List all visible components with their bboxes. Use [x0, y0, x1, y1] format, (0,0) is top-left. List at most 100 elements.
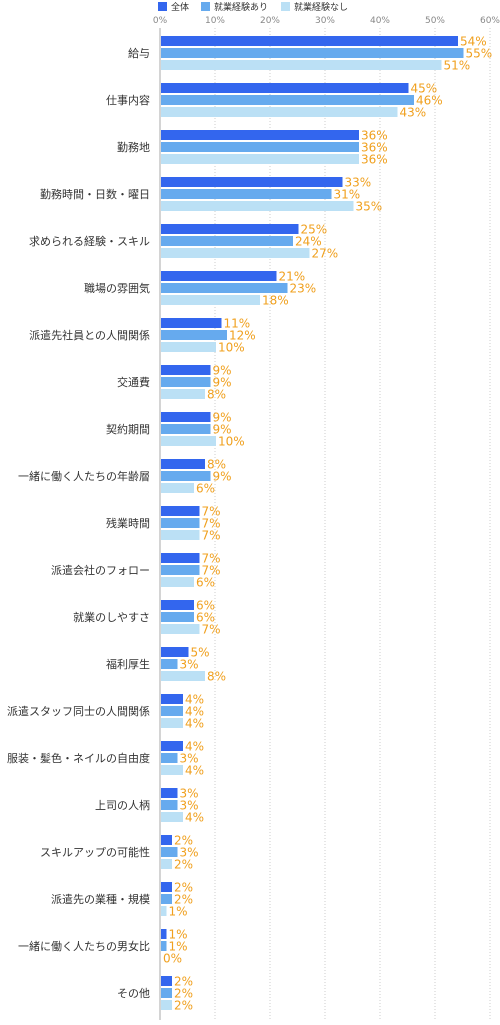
- value-label-2: 8%: [207, 670, 226, 684]
- value-label-1: 9%: [213, 376, 232, 390]
- bar-1: [161, 753, 178, 763]
- bar-1: [161, 330, 227, 340]
- x-tick-label: 20%: [260, 16, 280, 26]
- category-labels: 給与仕事内容勤務地勤務時間・日数・曜日求められる経験・スキル職場の雰囲気派遣先社…: [7, 46, 150, 1000]
- legend: 全体 就業経験あり 就業経験なし: [158, 1, 348, 13]
- value-label-1: 23%: [290, 282, 317, 296]
- category-label: 求められる経験・スキル: [29, 234, 150, 248]
- value-label-0: 25%: [301, 223, 328, 237]
- value-label-2: 10%: [218, 435, 245, 449]
- value-label-0: 11%: [224, 317, 251, 331]
- value-label-1: 4%: [185, 705, 204, 719]
- value-label-0: 1%: [169, 928, 188, 942]
- bar-2: [161, 718, 183, 728]
- category-label: 派遣スタッフ同士の人間関係: [7, 704, 150, 718]
- value-label-0: 5%: [191, 646, 210, 660]
- value-label-2: 2%: [174, 999, 193, 1013]
- category-label: 派遣先社員との人間関係: [29, 328, 150, 342]
- value-label-1: 3%: [180, 799, 199, 813]
- category-label: 勤務地: [117, 140, 150, 154]
- bar-2: [161, 483, 194, 493]
- category-label: 契約期間: [106, 422, 150, 436]
- category-label: 上司の人柄: [95, 799, 150, 812]
- bar-1: [161, 189, 332, 199]
- value-label-0: 7%: [202, 505, 221, 519]
- value-label-0: 6%: [196, 599, 215, 613]
- bar-1: [161, 377, 211, 387]
- value-label-0: 4%: [185, 740, 204, 754]
- bar-0: [161, 130, 359, 140]
- value-label-1: 7%: [202, 564, 221, 578]
- bar-0: [161, 83, 409, 93]
- bar-2: [161, 577, 194, 587]
- value-label-0: 9%: [213, 411, 232, 425]
- value-label-1: 31%: [334, 188, 361, 202]
- bar-2: [161, 201, 354, 211]
- x-tick-label: 50%: [425, 16, 445, 26]
- value-label-2: 27%: [312, 247, 339, 261]
- value-label-1: 12%: [229, 329, 256, 343]
- bar-0: [161, 694, 183, 704]
- bar-0: [161, 506, 200, 516]
- bar-2: [161, 765, 183, 775]
- bar-1: [161, 612, 194, 622]
- bar-0: [161, 459, 205, 469]
- category-label: 職場の雰囲気: [84, 281, 150, 295]
- bars: 54%55%51%45%46%43%36%36%36%33%31%35%25%2…: [161, 35, 492, 1013]
- bar-1: [161, 706, 183, 716]
- bar-1: [161, 236, 293, 246]
- category-label: その他: [117, 987, 150, 1000]
- category-label: 一緒に働く人たちの男女比: [18, 939, 150, 953]
- bar-1: [161, 659, 178, 669]
- value-label-0: 8%: [207, 458, 226, 472]
- value-label-2: 10%: [218, 341, 245, 355]
- bar-2: [161, 107, 398, 117]
- value-label-0: 45%: [411, 82, 438, 96]
- bar-0: [161, 365, 211, 375]
- legend-swatch-2: [281, 2, 290, 11]
- category-label: 派遣先の業種・規模: [51, 892, 150, 906]
- value-label-2: 4%: [185, 764, 204, 778]
- value-label-2: 6%: [196, 576, 215, 590]
- value-label-2: 51%: [444, 59, 471, 73]
- x-tick-label: 10%: [205, 16, 225, 26]
- bar-0: [161, 929, 167, 939]
- bar-1: [161, 518, 200, 528]
- bar-1: [161, 95, 414, 105]
- value-label-2: 1%: [169, 905, 188, 919]
- value-label-1: 2%: [174, 893, 193, 907]
- value-label-1: 55%: [466, 47, 493, 61]
- bar-0: [161, 318, 222, 328]
- bar-2: [161, 530, 200, 540]
- legend-label-0: 全体: [171, 1, 189, 13]
- legend-swatch-0: [158, 2, 167, 11]
- value-label-2: 4%: [185, 717, 204, 731]
- bar-0: [161, 741, 183, 751]
- bar-1: [161, 471, 211, 481]
- bar-0: [161, 553, 200, 563]
- bar-1: [161, 847, 178, 857]
- x-tick-label: 30%: [315, 16, 335, 26]
- x-tick-label: 40%: [370, 16, 390, 26]
- value-label-2: 36%: [361, 153, 388, 167]
- bar-2: [161, 154, 359, 164]
- value-label-0: 7%: [202, 552, 221, 566]
- value-label-2: 8%: [207, 388, 226, 402]
- value-label-0: 3%: [180, 787, 199, 801]
- bar-0: [161, 835, 172, 845]
- value-label-2: 35%: [356, 200, 383, 214]
- bar-0: [161, 412, 211, 422]
- bar-2: [161, 906, 167, 916]
- bar-0: [161, 224, 299, 234]
- value-label-0: 2%: [174, 975, 193, 989]
- category-label: 福利厚生: [106, 657, 150, 671]
- bar-2: [161, 671, 205, 681]
- value-label-1: 24%: [295, 235, 322, 249]
- bar-0: [161, 600, 194, 610]
- bar-1: [161, 424, 211, 434]
- value-label-1: 3%: [180, 752, 199, 766]
- value-label-1: 9%: [213, 470, 232, 484]
- bar-2: [161, 624, 200, 634]
- value-label-1: 36%: [361, 141, 388, 155]
- value-label-0: 21%: [279, 270, 306, 284]
